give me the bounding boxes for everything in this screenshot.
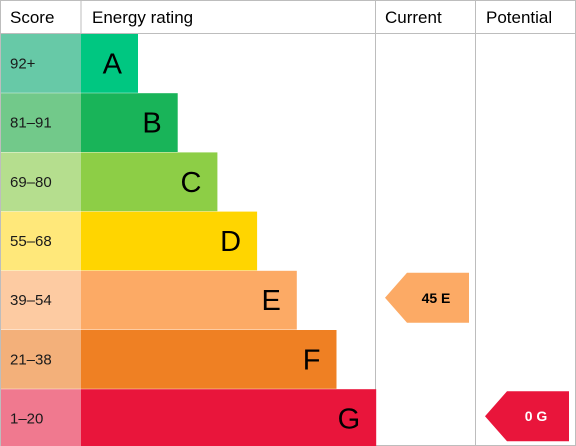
band-bar-e	[81, 270, 297, 330]
band-letter-b: B	[142, 108, 161, 140]
band-letter-a: A	[103, 48, 123, 80]
rating-arrows: 45 E 0 G	[385, 272, 569, 442]
energy-rating-header: Energy rating	[92, 8, 193, 27]
potential-rating-arrow-label: 0 G	[525, 408, 548, 424]
score-cell-f	[1, 330, 81, 389]
current-header: Current	[385, 8, 442, 27]
band-letter-f: F	[303, 344, 321, 376]
score-label-a: 92+	[10, 55, 36, 72]
band-bar-d	[81, 211, 258, 271]
score-label-g: 1–20	[10, 411, 43, 428]
score-cell-g	[1, 389, 81, 446]
score-cell-a	[1, 34, 81, 93]
score-cell-e	[1, 270, 81, 330]
score-label-e: 39–54	[10, 292, 52, 309]
current-rating-arrow-label: 45 E	[422, 290, 451, 306]
band-letter-e: E	[261, 285, 280, 317]
score-label-c: 69–80	[10, 174, 52, 191]
band-bar-f	[81, 330, 337, 389]
band-letter-c: C	[180, 167, 201, 199]
potential-rating-arrow: 0 G	[485, 391, 569, 442]
score-label-b: 81–91	[10, 115, 52, 132]
potential-rating-arrow-shape	[485, 391, 569, 442]
current-rating-arrow-shape	[385, 272, 469, 323]
band-letter-g: G	[338, 404, 361, 436]
score-cell-b	[1, 93, 81, 152]
score-cell-c	[1, 152, 81, 212]
band-bar-b	[81, 93, 178, 152]
score-header: Score	[10, 8, 54, 27]
rating-bands: 92+ A 81–91 B 69–80 C 55–68 D 39–54 E 21–38 F 1–20 G	[1, 34, 377, 446]
score-label-f: 21–38	[10, 351, 52, 368]
band-letter-d: D	[220, 226, 241, 258]
score-cell-d	[1, 211, 81, 271]
band-bar-c	[81, 152, 218, 212]
band-bar-g	[81, 389, 377, 446]
potential-header: Potential	[486, 8, 552, 27]
score-label-d: 55–68	[10, 233, 52, 250]
current-rating-arrow: 45 E	[385, 272, 469, 323]
band-bar-a	[81, 34, 138, 93]
